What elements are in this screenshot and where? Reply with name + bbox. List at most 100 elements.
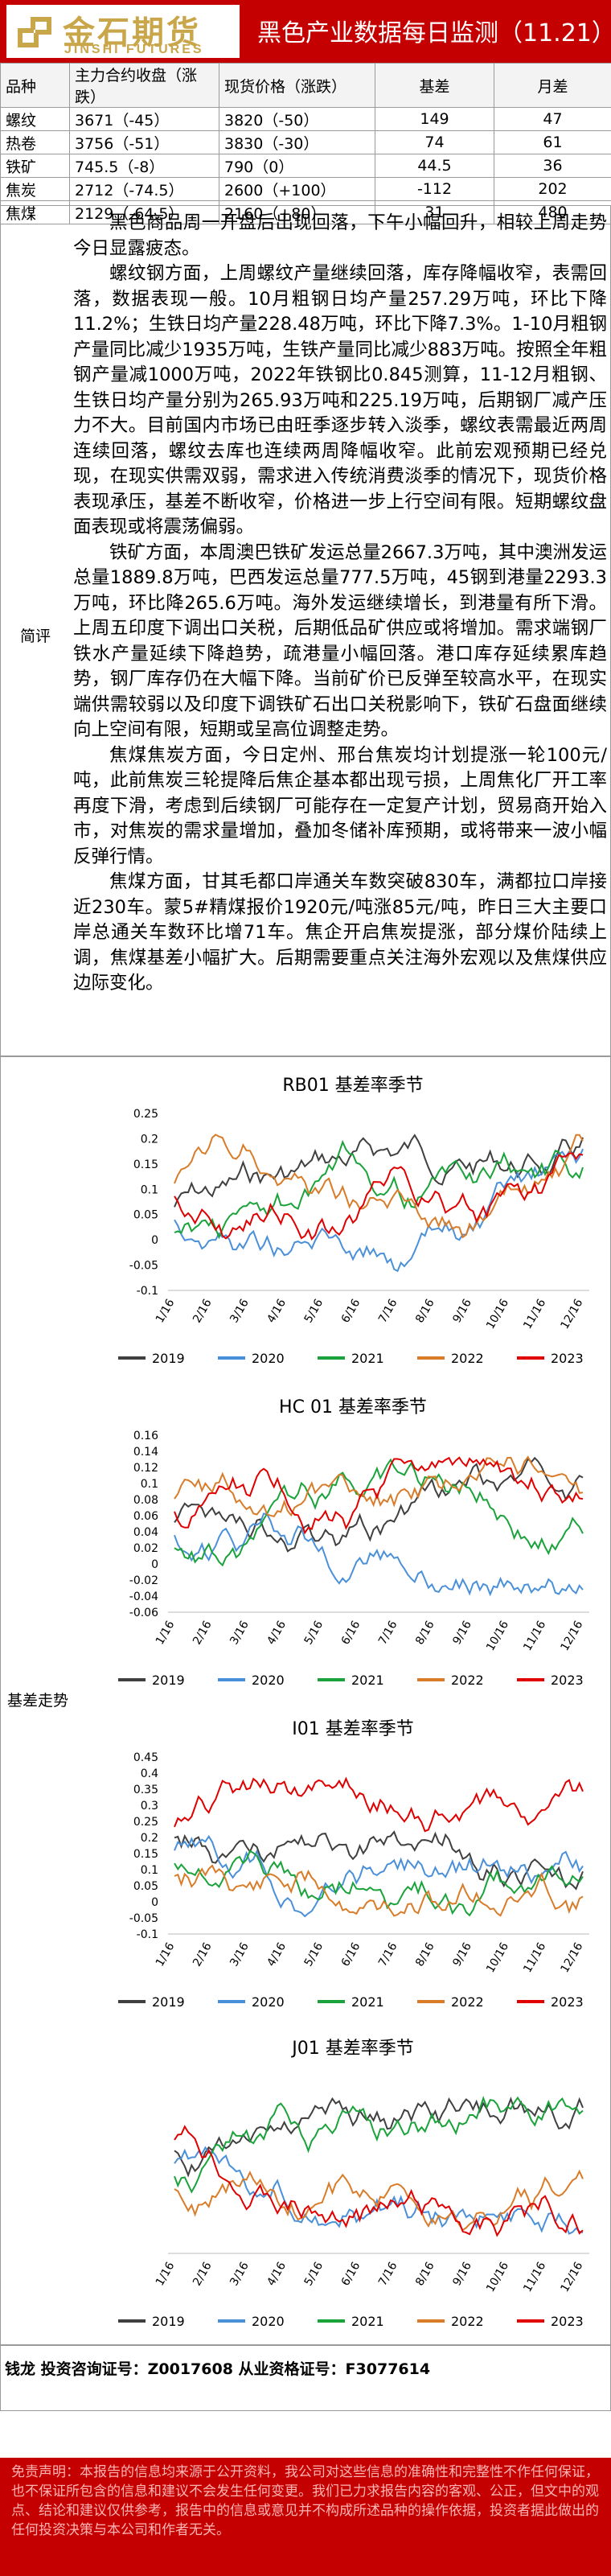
x-tick-label: 6/16 — [339, 1297, 363, 1325]
x-tick-label: 3/16 — [228, 1297, 252, 1325]
x-tick-label: 1/16 — [154, 2260, 178, 2288]
quotes-cell: 74 — [375, 130, 494, 154]
disclaimer-section: 免责声明：本报告的信息均来源于公开资料，我公司对这些信息的准确性和完整性不作任何… — [0, 2458, 611, 2576]
quotes-cell: 铁矿 — [0, 154, 70, 178]
x-tick-label: 1/16 — [154, 1619, 178, 1647]
series-line-2023 — [174, 1456, 584, 1535]
y-tick-label: 0.04 — [133, 1526, 158, 1539]
series-line-2019 — [174, 2097, 584, 2178]
x-tick-label: 9/16 — [450, 1940, 474, 1969]
legend-label: 2019 — [152, 1673, 185, 1688]
quotes-row: 铁矿 745.5（-8） 790（0） 44.5 36 — [0, 154, 611, 178]
review-paragraph: 螺纹钢方面，上周螺纹产量继续回落，库存降幅收窄，表需回落，数据表现一般。10月粗… — [73, 263, 607, 537]
y-tick-label: -0.05 — [129, 1912, 158, 1925]
series-line-2021 — [174, 1458, 584, 1567]
quotes-row: 焦煤 2129（-64.5） 2160（+80） 31 480 — [0, 200, 611, 224]
quotes-cell: 焦煤 — [0, 200, 70, 224]
quotes-cell: 3820（-50） — [219, 107, 375, 131]
chart-rb01: RB01 基差率季节 0.25 0.2 0.15 0.1 0.05 0 -0.05 -0.1 1/… — [104, 1064, 602, 1377]
x-tick-label: 8/16 — [413, 1297, 437, 1325]
legend-label: 2020 — [252, 1994, 285, 2010]
i01-basis-chart: I01 基差率季节 0.45 0.4 0.35 0.3 0.25 0.2 0.15 0.1 0.0… — [118, 1719, 589, 2010]
company-logo: 金石期货 JINSHI FUTURES — [6, 5, 240, 58]
x-tick-label: 12/16 — [558, 1297, 585, 1331]
quotes-cell: 3671（-45） — [69, 107, 219, 131]
legend-label: 2022 — [451, 2314, 484, 2329]
j01-basis-chart: J01 基差率季节 1/16 2/16 3/16 4/16 5/16 6/16 7/16 8/1… — [118, 2039, 589, 2329]
y-tick-label: -0.05 — [129, 1260, 158, 1273]
quotes-cell: 149 — [375, 107, 494, 131]
x-tick-label: 9/16 — [450, 1297, 474, 1325]
series-line-2022 — [174, 1134, 584, 1239]
x-tick-label: 6/16 — [339, 1619, 363, 1647]
review-paragraph: 黑色商品周一开盘后出现回落，下午小幅回升，相较上周走势今日显露疲态。 — [73, 212, 607, 259]
x-tick-label: 2/16 — [191, 2260, 215, 2288]
x-tick-label: 8/16 — [413, 2260, 437, 2288]
x-tick-label: 5/16 — [302, 1297, 326, 1325]
x-tick-label: 8/16 — [413, 1940, 437, 1969]
x-tick-label: 5/16 — [302, 2260, 326, 2288]
review-paragraph: 铁矿方面，本周澳巴铁矿发运总量2667.3万吨，其中澳洲发运总量1889.8万吨… — [73, 541, 607, 741]
chart-j01: J01 基差率季节 1/16 2/16 3/16 4/16 5/16 6/16 7/16 8/1… — [104, 2027, 602, 2340]
y-tick-label: 0.15 — [133, 1158, 158, 1171]
x-tick-label: 11/16 — [521, 2260, 548, 2294]
y-tick-label: 0.2 — [141, 1832, 158, 1845]
x-tick-label: 8/16 — [413, 1619, 437, 1647]
x-tick-label: 7/16 — [376, 1619, 400, 1647]
quotes-cell: 2712（-74.5） — [69, 177, 219, 201]
legend-label: 2022 — [451, 1351, 484, 1366]
y-tick-label: 0.35 — [133, 1784, 158, 1796]
quotes-cell: 3830（-30） — [219, 130, 375, 154]
legend-label: 2019 — [152, 1994, 185, 2010]
y-tick-label: 0 — [151, 1558, 158, 1571]
legend-label: 2021 — [351, 2314, 384, 2329]
y-tick-label: 0.1 — [141, 1478, 158, 1491]
series-line-2020 — [174, 1148, 584, 1273]
y-tick-label: 0.4 — [141, 1767, 158, 1780]
series-line-2020 — [174, 1834, 584, 1918]
legend-label: 2019 — [152, 2314, 185, 2329]
disclaimer-text: 免责声明：本报告的信息均来源于公开资料，我公司对这些信息的准确性和完整性不作任何… — [11, 2464, 599, 2538]
y-tick-label: 0.1 — [141, 1183, 158, 1196]
quotes-cell: 36 — [494, 154, 611, 178]
column-header: 主力合约收盘（涨跌） — [69, 63, 219, 108]
legend-label: 2023 — [551, 1994, 584, 2010]
chart-title: I01 基差率季节 — [292, 1719, 413, 1739]
quotes-cell: 47 — [494, 107, 611, 131]
quotes-header-row: 品种 主力合约收盘（涨跌） 现货价格（涨跌） 基差 月差 — [0, 63, 611, 108]
y-tick-label: 0.05 — [133, 1209, 158, 1222]
hc01-basis-chart: HC 01 基差率季节 0.16 0.14 0.12 0.1 0.08 0.06 0.04 0.… — [118, 1397, 589, 1688]
y-tick-label: -0.02 — [129, 1574, 158, 1587]
chart-title: HC 01 基差率季节 — [279, 1397, 427, 1418]
rb01-basis-chart: RB01 基差率季节 0.25 0.2 0.15 0.1 0.05 0 -0.05 -0.11/… — [118, 1076, 589, 1366]
quotes-cell: 热卷 — [0, 130, 70, 154]
quotes-cell: 790（0） — [219, 154, 375, 178]
quotes-cell: 202 — [494, 177, 611, 201]
x-tick-label: 6/16 — [339, 2260, 363, 2288]
quotes-row: 螺纹 3671（-45） 3820（-50） 149 47 — [0, 107, 611, 131]
series-line-2019 — [174, 1134, 584, 1208]
series-line-2023 — [174, 2125, 584, 2237]
logo-english-text: JINSHI FUTURES — [64, 43, 204, 56]
review-text: 黑色商品周一开盘后出现回落，下午小幅回升，相较上周走势今日显露疲态。 螺纹钢方面… — [73, 211, 607, 997]
x-tick-label: 1/16 — [154, 1297, 178, 1325]
legend-label: 2021 — [351, 1673, 384, 1688]
y-tick-label: 0.08 — [133, 1494, 158, 1507]
series-line-2023 — [174, 1152, 584, 1241]
review-section: 简评 黑色商品周一开盘后出现回落，下午小幅回升，相较上周走势今日显露疲态。 螺纹… — [0, 205, 611, 1056]
y-tick-label: -0.1 — [137, 1928, 158, 1941]
chart-hc01: HC 01 基差率季节 0.16 0.14 0.12 0.1 0.08 0.06 0.04 0.… — [104, 1385, 602, 1699]
x-tick-label: 1/16 — [154, 1940, 178, 1969]
quotes-cell: 2129（-64.5） — [69, 200, 219, 224]
y-tick-label: 0.06 — [133, 1510, 158, 1523]
x-tick-label: 9/16 — [450, 1619, 474, 1647]
x-tick-label: 3/16 — [228, 1619, 252, 1647]
quotes-cell: 480 — [494, 200, 611, 224]
logo-mark-icon — [14, 12, 55, 52]
x-tick-label: 7/16 — [376, 1940, 400, 1969]
legend-label: 2022 — [451, 1673, 484, 1688]
y-tick-label: 0.45 — [133, 1751, 158, 1764]
x-tick-label: 11/16 — [521, 1940, 548, 1975]
x-tick-label: 3/16 — [228, 1940, 252, 1969]
legend-label: 2020 — [252, 1351, 285, 1366]
